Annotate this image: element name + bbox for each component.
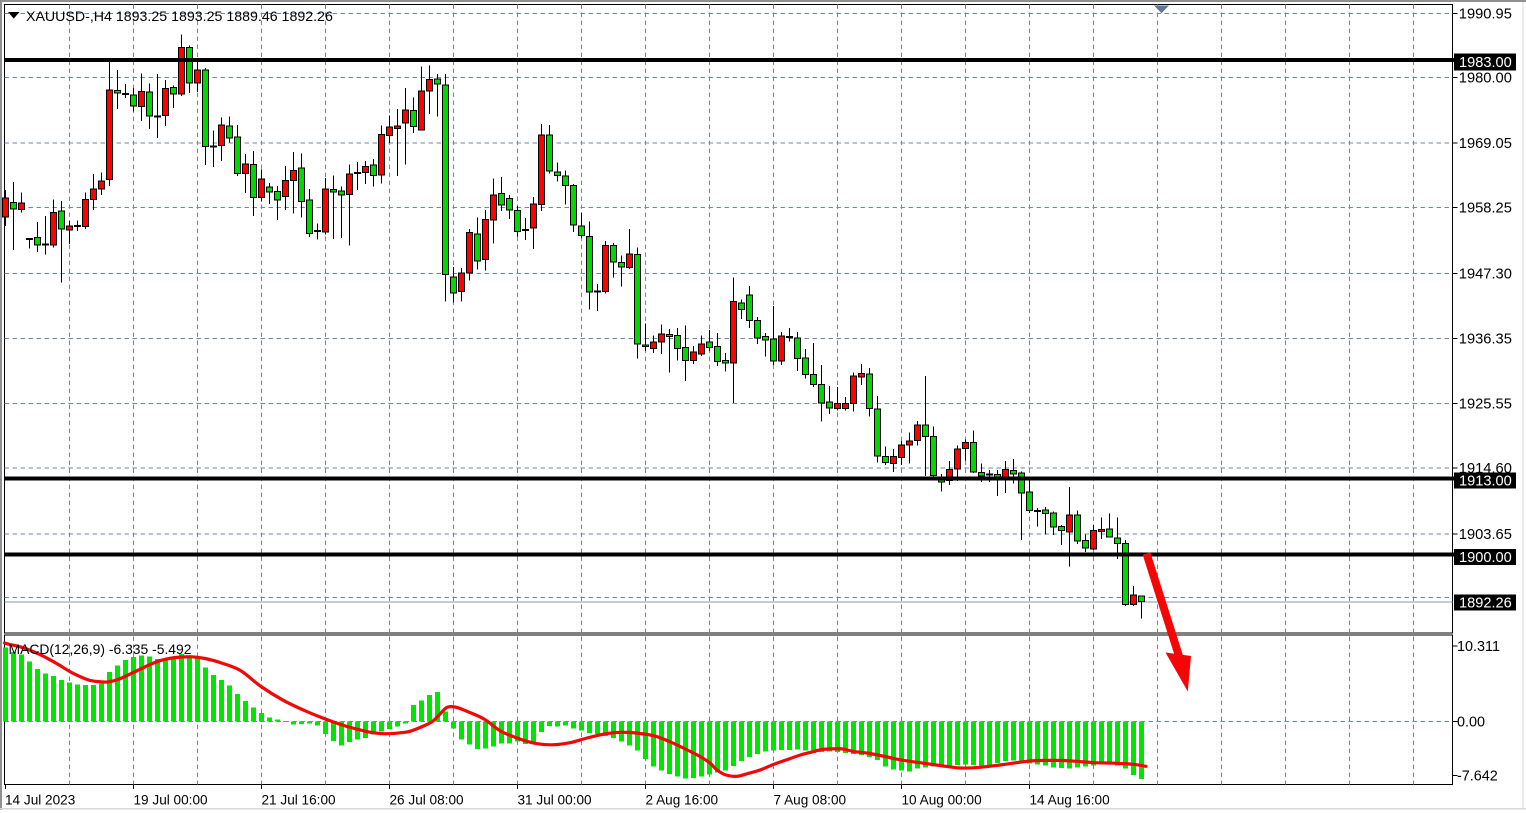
svg-text:1947.30: 1947.30 — [1459, 266, 1512, 282]
svg-text:19 Jul 00:00: 19 Jul 00:00 — [134, 793, 209, 808]
svg-text:1969.05: 1969.05 — [1459, 136, 1512, 152]
svg-text:10 Aug 00:00: 10 Aug 00:00 — [902, 793, 983, 808]
svg-text:1980.00: 1980.00 — [1459, 71, 1512, 87]
svg-text:MACD(12,26,9) -6.335 -5.492: MACD(12,26,9) -6.335 -5.492 — [9, 641, 192, 657]
svg-text:1958.25: 1958.25 — [1459, 201, 1512, 217]
svg-text:14 Jul 2023: 14 Jul 2023 — [5, 793, 75, 808]
svg-text:0.00: 0.00 — [1457, 714, 1485, 730]
svg-text:2 Aug 16:00: 2 Aug 16:00 — [646, 793, 719, 808]
svg-text:1936.35: 1936.35 — [1459, 332, 1512, 348]
svg-text:1903.65: 1903.65 — [1459, 527, 1512, 543]
svg-text:14 Aug 16:00: 14 Aug 16:00 — [1030, 793, 1111, 808]
svg-text:26 Jul 08:00: 26 Jul 08:00 — [390, 793, 465, 808]
svg-text:1914.60: 1914.60 — [1459, 461, 1512, 477]
svg-text:1900.00: 1900.00 — [1459, 550, 1512, 566]
svg-text:1913.00: 1913.00 — [1459, 474, 1512, 490]
svg-text:1983.00: 1983.00 — [1459, 55, 1512, 71]
svg-text:31 Jul 00:00: 31 Jul 00:00 — [518, 793, 593, 808]
svg-text:1990.95: 1990.95 — [1459, 7, 1512, 23]
svg-text:-7.642: -7.642 — [1457, 769, 1498, 785]
svg-text:21 Jul 16:00: 21 Jul 16:00 — [262, 793, 337, 808]
svg-text:XAUUSD-,H4 1893.25 1893.25 18: XAUUSD-,H4 1893.25 1893.25 1889.46 1892.… — [26, 9, 333, 25]
svg-text:1925.55: 1925.55 — [1459, 396, 1512, 412]
svg-text:10.311: 10.311 — [1457, 639, 1500, 655]
svg-text:1892.26: 1892.26 — [1459, 596, 1512, 612]
svg-text:7 Aug 08:00: 7 Aug 08:00 — [774, 793, 847, 808]
